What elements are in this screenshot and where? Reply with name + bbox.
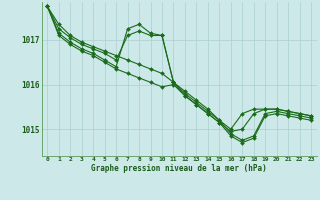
X-axis label: Graphe pression niveau de la mer (hPa): Graphe pression niveau de la mer (hPa) bbox=[91, 164, 267, 173]
